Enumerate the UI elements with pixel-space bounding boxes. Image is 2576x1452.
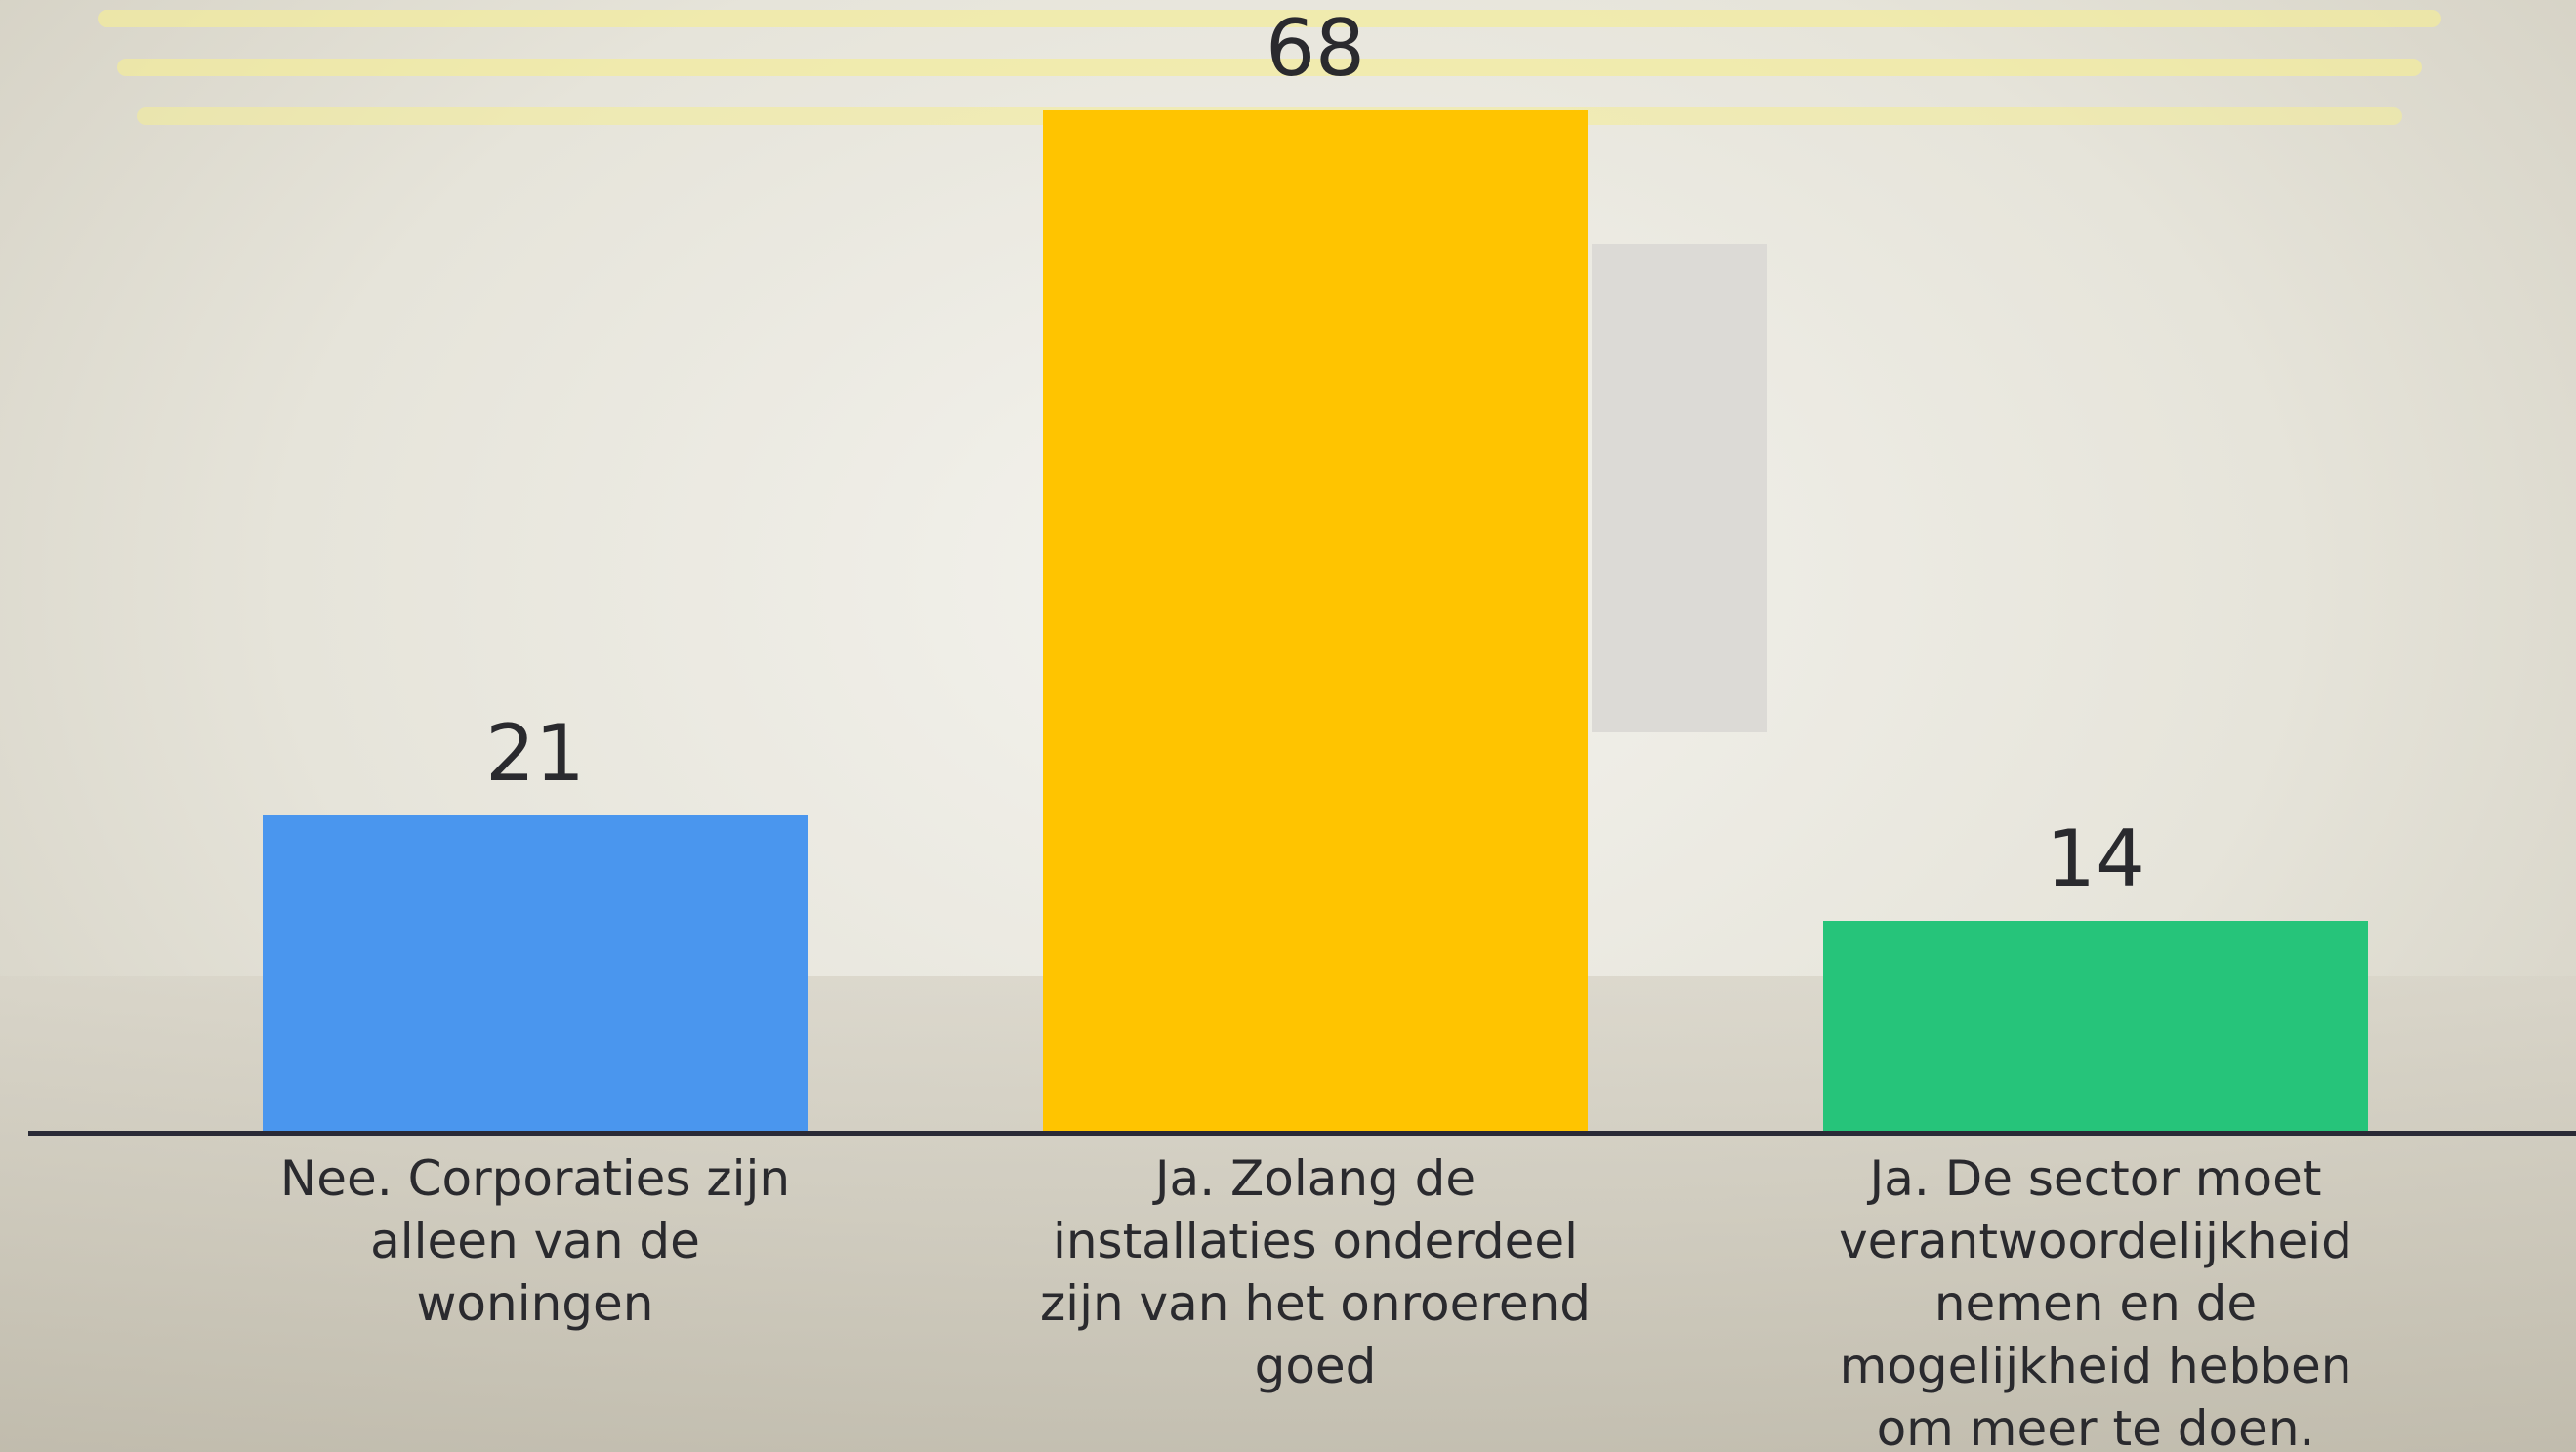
bar: [1043, 110, 1588, 1131]
background-light-stripe: [117, 59, 2422, 76]
value-label: 14: [2046, 812, 2145, 904]
category-label: Ja. De sector moet verantwoordelijkheid …: [1839, 1150, 2352, 1452]
baseline: [28, 1131, 2576, 1136]
background-screen: [1592, 244, 1767, 732]
category-label: Nee. Corporaties zijn alleen van de woni…: [279, 1150, 791, 1332]
bar: [263, 815, 808, 1131]
value-label: 21: [485, 708, 585, 800]
category-label: Ja. Zolang de installaties onderdeel zij…: [1039, 1150, 1592, 1394]
value-label: 68: [1266, 3, 1365, 94]
background-light-stripe: [98, 10, 2441, 27]
bar: [1823, 920, 2368, 1131]
